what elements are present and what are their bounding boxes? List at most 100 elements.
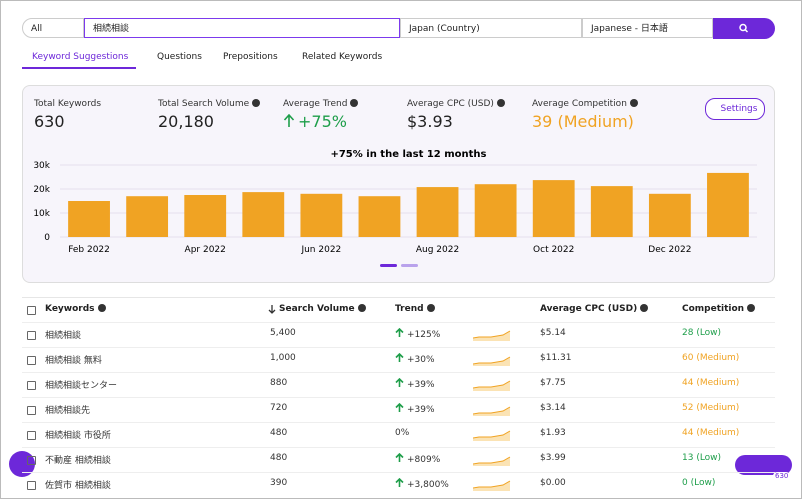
info-icon	[629, 99, 638, 107]
language-select[interactable]: Japanese - 日本語	[582, 18, 713, 38]
row-line	[22, 397, 775, 398]
bar	[242, 192, 285, 237]
cell: 0%	[395, 428, 409, 438]
tab-underline	[22, 67, 136, 69]
cell: 480	[270, 453, 288, 463]
cell[interactable]: 相続相談先	[45, 406, 91, 416]
search-button[interactable]	[713, 18, 775, 39]
settings-button[interactable]: Settings	[705, 98, 765, 120]
tab[interactable]: Related Keywords	[302, 52, 383, 62]
cart-button[interactable]	[735, 455, 792, 475]
filter-select[interactable]: All	[22, 18, 84, 38]
sparkline	[472, 452, 511, 471]
column-header: Average CPC (USD)	[540, 304, 649, 314]
tab[interactable]: Prepositions	[223, 52, 278, 62]
bar	[474, 184, 517, 237]
pager-dot[interactable]	[380, 264, 397, 267]
table-header-line	[22, 297, 775, 298]
tab[interactable]: Questions	[157, 52, 202, 62]
cell[interactable]: 佐賀市 相続相談	[45, 481, 111, 491]
cell: 880	[270, 378, 288, 388]
row-line	[22, 347, 775, 348]
sparkline-shape	[472, 356, 511, 366]
sparkline	[472, 477, 511, 496]
cell: $7.75	[540, 378, 566, 388]
sparkline-shape	[472, 330, 511, 341]
cell: $3.14	[540, 403, 566, 413]
cell: 44 (Medium)	[682, 378, 740, 388]
y-tick-label: 20k	[33, 185, 50, 195]
chart: +75% in the last 12 months 0 10k 20k 30k Feb …	[33, 149, 757, 255]
trend-value: +30%	[407, 355, 435, 365]
checkbox[interactable]	[27, 356, 36, 365]
stat-value: 39 (Medium)	[532, 112, 634, 131]
cell: 390	[270, 478, 288, 488]
pager-dot[interactable]	[401, 264, 418, 267]
cell: $3.99	[540, 453, 566, 463]
cell: 28 (Low)	[682, 328, 722, 338]
x-tick-label: Oct 2022	[533, 245, 574, 255]
bar	[68, 201, 110, 237]
checkbox[interactable]	[27, 381, 36, 390]
cell: +39%	[395, 377, 435, 390]
column-header[interactable]: Search Volume	[279, 304, 366, 314]
trend-value: +39%	[407, 380, 435, 390]
bar	[300, 193, 343, 237]
up-arrow	[395, 377, 404, 387]
stat-value-wrap: 39 (Medium)	[532, 112, 634, 131]
sparkline	[472, 352, 511, 371]
checkbox[interactable]	[27, 456, 36, 465]
bar	[358, 196, 401, 237]
stat-label: Average Competition	[532, 99, 638, 109]
cell[interactable]: 相続相談 市役所	[45, 431, 111, 441]
x-tick-label: Jun 2022	[300, 245, 341, 255]
sparkline-shape	[472, 480, 511, 491]
checkbox[interactable]	[27, 331, 36, 340]
cell: 60 (Medium)	[682, 353, 740, 363]
search-input[interactable]: 相続相談	[84, 18, 400, 38]
bar	[590, 186, 633, 237]
cell: +3,800%	[395, 477, 449, 490]
cell: 720	[270, 403, 288, 413]
checkbox[interactable]	[27, 406, 36, 415]
cell[interactable]: 不動産 相続相談	[45, 456, 111, 466]
sort-arrow	[268, 304, 276, 317]
cell[interactable]: 相続相談 無料	[45, 356, 102, 366]
cell: 13 (Low)	[682, 453, 722, 463]
sparkline-shape	[472, 430, 511, 441]
cell: $0.00	[540, 478, 566, 488]
up-arrow	[395, 352, 404, 362]
up-arrow	[395, 402, 404, 412]
cell: $1.93	[540, 428, 566, 438]
settings-label: Settings	[720, 104, 758, 114]
trend-value: 0%	[395, 428, 410, 438]
cell: 44 (Medium)	[682, 428, 740, 438]
cell: +809%	[395, 452, 440, 465]
stat-label: Total Keywords	[34, 99, 102, 109]
sparkline-shape	[472, 456, 511, 466]
stat-value-wrap: 20,180	[158, 112, 214, 131]
country-select[interactable]: Japan (Country)	[400, 18, 582, 38]
cell: $11.31	[540, 353, 572, 363]
checkbox[interactable]	[27, 481, 36, 490]
sparkline-shape	[472, 380, 511, 391]
sparkline	[472, 402, 511, 421]
column-header[interactable]: Keywords	[45, 304, 106, 314]
tab[interactable]: Keyword Suggestions	[32, 52, 129, 62]
row-line	[22, 322, 775, 323]
stat-label: Average Trend	[283, 99, 359, 109]
cell[interactable]: 相続相談センター	[45, 381, 118, 391]
cell[interactable]: 相続相談	[45, 331, 82, 341]
row-line	[22, 447, 775, 448]
x-tick-label: Dec 2022	[648, 245, 691, 255]
cell: +125%	[395, 327, 440, 340]
sort-icon	[268, 305, 276, 314]
checkbox[interactable]	[27, 431, 36, 440]
y-tick-label: 10k	[33, 209, 50, 219]
stat-label: Average CPC (USD)	[407, 99, 505, 109]
stat-value: 630	[34, 112, 65, 131]
x-tick-label: Apr 2022	[185, 245, 226, 255]
up-arrow	[283, 113, 295, 127]
checkbox[interactable]	[27, 306, 36, 315]
